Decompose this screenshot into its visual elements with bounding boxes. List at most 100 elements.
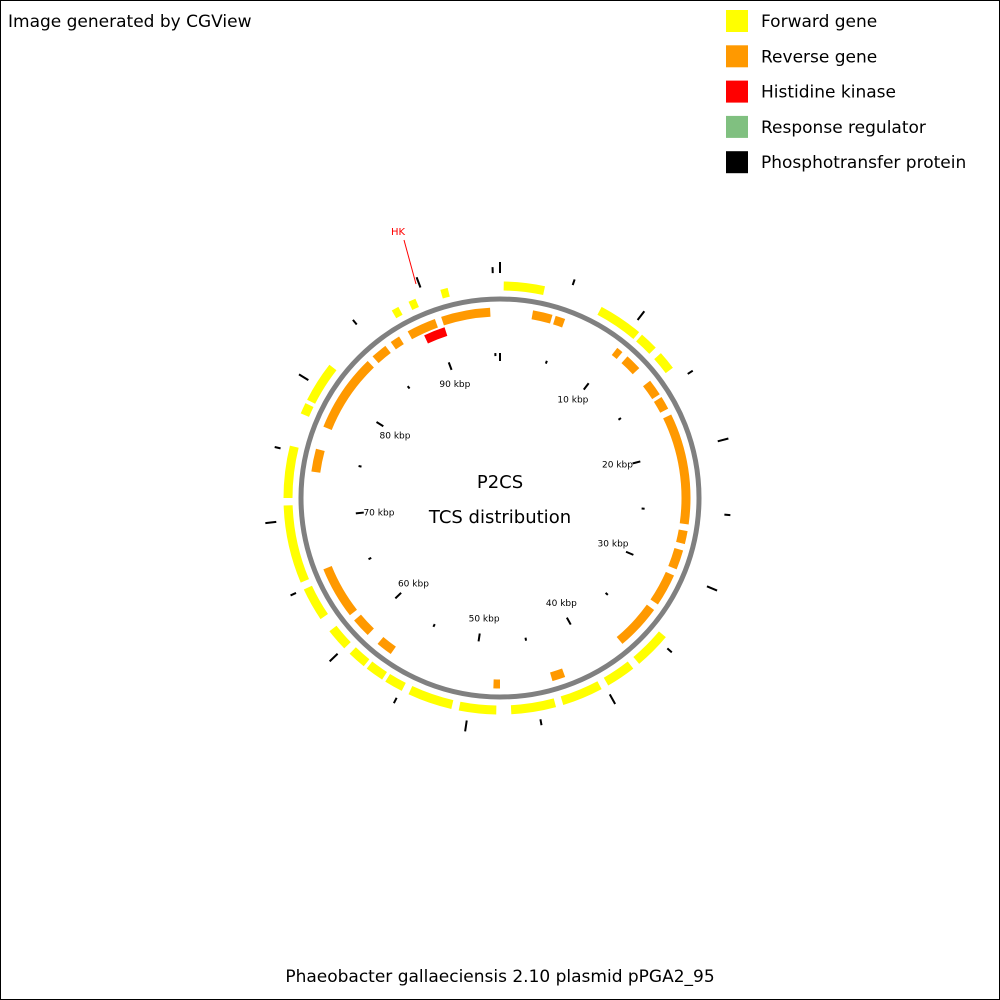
legend-swatch — [726, 10, 748, 32]
inner-tick — [524, 637, 528, 641]
ruler-label: 80 kbp — [380, 431, 411, 441]
ruler-label: 10 kbp — [557, 396, 588, 406]
gene-arc — [611, 347, 623, 359]
gene-arc — [366, 661, 388, 680]
legend-swatch — [726, 80, 748, 103]
gene-arc — [633, 631, 666, 664]
annotation: HK — [391, 227, 406, 238]
gene-arc — [424, 327, 448, 344]
center-subtitle: TCS distribution — [428, 507, 571, 528]
gene-arc — [441, 307, 491, 326]
gene-arc — [503, 281, 546, 296]
ruler-label: 30 kbp — [598, 539, 629, 549]
ruler-label: 70 kbp — [363, 509, 394, 519]
legend-label: Reverse gene — [761, 47, 877, 67]
outer-tick — [464, 720, 468, 732]
ruler-label: 40 kbp — [546, 599, 577, 609]
gene-arc — [550, 668, 566, 682]
gene-arc — [372, 345, 391, 364]
inner-tick — [375, 421, 384, 428]
gene-arc — [323, 565, 358, 616]
gene-arc — [650, 571, 675, 605]
inner-tick — [432, 623, 436, 628]
outer-tick — [571, 279, 576, 286]
caption: Phaeobacter gallaeciensis 2.10 plasmid p… — [285, 967, 714, 987]
gene-arc — [510, 698, 557, 715]
gene-arc — [311, 448, 325, 473]
legend-swatch — [726, 115, 748, 138]
gene-arc — [553, 315, 566, 328]
gene-arc — [440, 287, 450, 299]
gene-arc — [676, 529, 688, 545]
ruler-label: 90 kbp — [439, 380, 470, 390]
inner-tick — [477, 633, 481, 642]
inner-tick — [565, 617, 572, 626]
inner-tick — [625, 550, 634, 556]
outer-tick — [666, 647, 673, 654]
inner-tick — [447, 362, 453, 371]
inner-tick — [355, 511, 364, 515]
gene-arc — [560, 681, 602, 706]
gene-arc — [300, 403, 314, 417]
gene-arc — [531, 310, 553, 324]
gene-arc — [323, 360, 374, 431]
gene-arc — [407, 318, 438, 340]
gene-arc — [663, 414, 691, 525]
gene-arc — [616, 604, 655, 644]
outer-tick — [328, 653, 339, 663]
outer-tick — [415, 276, 422, 288]
gene-arc — [653, 397, 669, 413]
legend-swatch — [726, 45, 748, 68]
legend-label: Response regulator — [761, 118, 926, 138]
inner-tick — [406, 385, 411, 390]
inner-tick — [604, 592, 609, 596]
gene-arc — [643, 380, 660, 400]
legend-label: Phosphotransfer protein — [761, 153, 966, 173]
legend-label: Histidine kinase — [761, 83, 896, 103]
backbone — [298, 296, 702, 700]
outer-tick — [687, 369, 694, 375]
outer-tick — [717, 437, 729, 443]
gene-arc — [458, 701, 497, 715]
legend-swatch — [726, 151, 748, 174]
gene-arc — [603, 661, 634, 686]
inner-tick — [632, 460, 641, 465]
gene-arc — [329, 625, 351, 649]
inner-tick — [368, 556, 372, 561]
outer-tick — [706, 585, 718, 592]
outer-tick — [290, 592, 297, 597]
ruler-label: 60 kbp — [398, 579, 429, 589]
ruler-label: 20 kbp — [602, 461, 633, 471]
gene-arc — [349, 647, 370, 667]
gene-arc — [303, 585, 329, 620]
gene-arc — [283, 445, 299, 499]
outer-tick — [352, 319, 358, 326]
gene-arc — [354, 614, 374, 636]
gene-arc — [390, 336, 404, 350]
gene-arc — [668, 547, 684, 570]
inner-tick — [394, 592, 402, 600]
header: Image generated by CGView — [8, 12, 252, 32]
inner-tick — [582, 382, 590, 391]
gene-arc — [385, 673, 406, 691]
gene-arc — [636, 334, 656, 354]
gene-arc — [654, 353, 673, 374]
outer-tick — [608, 693, 617, 705]
gene-arc — [597, 306, 640, 340]
legend-label: Forward gene — [761, 12, 877, 32]
inner-tick — [358, 465, 362, 468]
outer-tick — [636, 310, 646, 321]
inner-tick — [617, 417, 622, 421]
outer-tick — [392, 697, 398, 704]
outer-tick — [265, 520, 277, 525]
gene-arc — [408, 686, 454, 709]
outer-tick — [539, 719, 543, 726]
outer-tick — [298, 373, 309, 381]
center-title: P2CS — [477, 472, 523, 493]
gene-arc — [377, 637, 396, 655]
gene-arc — [283, 505, 310, 583]
ruler-label: 50 kbp — [469, 614, 500, 624]
inner-tick — [544, 360, 548, 364]
